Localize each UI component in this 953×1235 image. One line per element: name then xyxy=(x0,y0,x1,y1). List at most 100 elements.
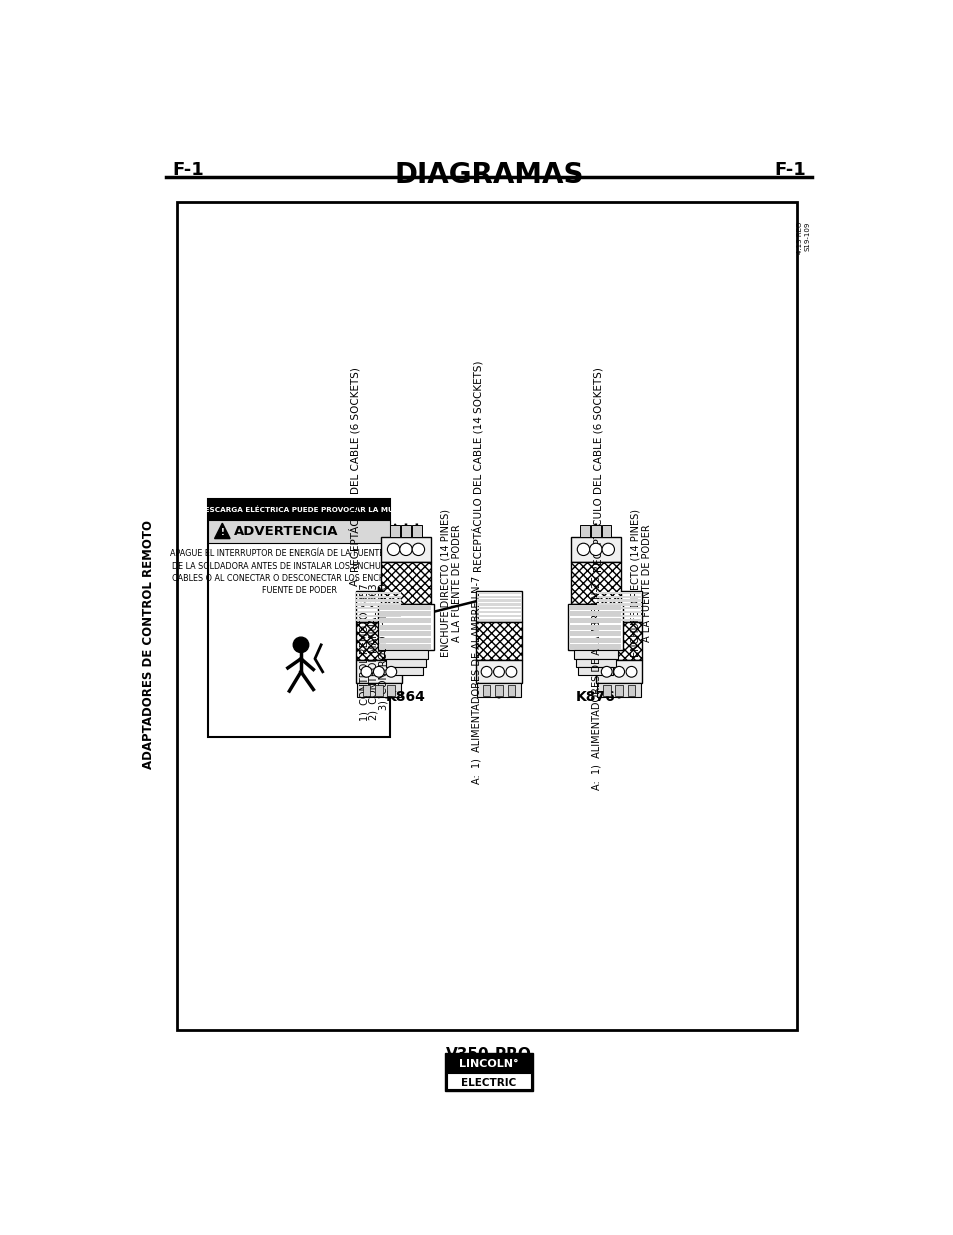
Bar xyxy=(208,520,390,543)
Circle shape xyxy=(412,543,424,556)
Bar xyxy=(379,645,431,650)
Bar xyxy=(576,659,615,667)
Bar xyxy=(208,499,390,520)
Bar xyxy=(569,625,620,630)
Bar xyxy=(476,611,521,614)
Bar xyxy=(596,599,641,601)
Circle shape xyxy=(399,543,412,556)
Bar xyxy=(390,525,399,537)
Bar xyxy=(495,685,502,695)
Bar xyxy=(379,637,431,643)
Circle shape xyxy=(387,543,399,556)
Bar xyxy=(356,608,401,609)
Bar xyxy=(596,661,641,683)
Bar xyxy=(596,592,641,594)
Bar xyxy=(596,603,641,605)
Bar xyxy=(627,685,635,695)
Bar xyxy=(476,592,521,621)
Circle shape xyxy=(293,637,309,652)
Bar xyxy=(476,615,521,618)
Bar xyxy=(362,685,370,695)
Bar xyxy=(208,499,390,737)
Bar xyxy=(596,619,641,621)
Bar xyxy=(380,537,431,562)
Bar xyxy=(401,525,410,537)
Text: RECEPTÁCULO DEL CABLE (14 SOCKETS): RECEPTÁCULO DEL CABLE (14 SOCKETS) xyxy=(472,361,483,572)
Bar xyxy=(569,611,620,616)
Bar xyxy=(596,592,641,621)
Bar xyxy=(356,611,401,614)
Bar xyxy=(356,615,401,618)
Bar xyxy=(379,611,431,616)
Bar xyxy=(476,619,521,621)
Bar xyxy=(177,203,797,1030)
Text: DE LA SOLDADORA ANTES DE INSTALAR LOS ENCHUFES EN LOS: DE LA SOLDADORA ANTES DE INSTALAR LOS EN… xyxy=(172,562,427,571)
Text: ELECTRIC: ELECTRIC xyxy=(461,1078,516,1088)
Circle shape xyxy=(360,667,372,677)
Text: ADVERTENCIA: ADVERTENCIA xyxy=(233,525,338,538)
Bar xyxy=(356,595,401,598)
Circle shape xyxy=(589,543,601,556)
Bar xyxy=(379,618,431,624)
Bar xyxy=(412,525,421,537)
Circle shape xyxy=(373,667,384,677)
Circle shape xyxy=(600,667,612,677)
Circle shape xyxy=(480,667,492,677)
Bar xyxy=(569,631,620,636)
Bar xyxy=(447,1073,530,1089)
Bar xyxy=(355,661,402,683)
Bar xyxy=(476,608,521,609)
Bar xyxy=(601,525,611,537)
Bar xyxy=(375,685,382,695)
Text: LINCOLN°: LINCOLN° xyxy=(458,1058,518,1068)
Text: ENCHUFE DIRECTO (14 PINES)
A LA FUENTE DE PODER: ENCHUFE DIRECTO (14 PINES) A LA FUENTE D… xyxy=(440,509,462,657)
Bar xyxy=(569,645,620,650)
Bar xyxy=(355,592,402,621)
Bar xyxy=(379,625,431,630)
Polygon shape xyxy=(214,524,230,538)
Circle shape xyxy=(505,667,517,677)
Text: 3)  CONTROL DE PIE K870: 3) CONTROL DE PIE K870 xyxy=(377,583,388,710)
Circle shape xyxy=(493,667,504,677)
Bar xyxy=(507,685,515,695)
Bar xyxy=(356,599,401,601)
Bar xyxy=(386,659,425,667)
Bar xyxy=(355,621,402,661)
Text: K876: K876 xyxy=(576,690,615,704)
Bar xyxy=(591,525,599,537)
Bar xyxy=(383,651,428,659)
Text: 4.13 REO: 4.13 REO xyxy=(796,221,801,253)
Text: 1)  CONTROL REMOTO K857: 1) CONTROL REMOTO K857 xyxy=(359,583,369,721)
Text: A:: A: xyxy=(349,576,359,587)
Text: FUENTE DE PODER: FUENTE DE PODER xyxy=(262,587,336,595)
Text: RECEPTÁCULO DEL CABLE (6 SOCKETS): RECEPTÁCULO DEL CABLE (6 SOCKETS) xyxy=(592,367,603,572)
Bar xyxy=(476,603,521,605)
Bar xyxy=(378,604,433,651)
Circle shape xyxy=(577,543,589,556)
Bar xyxy=(569,637,620,643)
Text: RECEPTÁCULO DEL CABLE (6 SOCKETS): RECEPTÁCULO DEL CABLE (6 SOCKETS) xyxy=(349,367,360,572)
Bar xyxy=(356,603,401,605)
Bar xyxy=(356,683,400,698)
Bar xyxy=(356,619,401,621)
Text: F-1: F-1 xyxy=(172,162,204,179)
Circle shape xyxy=(613,667,624,677)
Text: APAGUE EL INTERRUPTOR DE ENERGÍA DE LA FUENTE DE PODER: APAGUE EL INTERRUPTOR DE ENERGÍA DE LA F… xyxy=(171,550,428,558)
Bar xyxy=(380,562,431,604)
Circle shape xyxy=(601,543,614,556)
Bar xyxy=(476,621,521,661)
Bar xyxy=(570,562,620,604)
Text: A:  1)  ALIMENTADORES DE ALAMBRE LN-7: A: 1) ALIMENTADORES DE ALAMBRE LN-7 xyxy=(472,576,481,784)
Bar xyxy=(615,685,622,695)
Bar xyxy=(379,605,431,610)
Text: LA DESCARGA ELÉCTRICA PUEDE PROVOCAR LA MUERTE: LA DESCARGA ELÉCTRICA PUEDE PROVOCAR LA … xyxy=(186,506,413,513)
Bar xyxy=(602,685,610,695)
Circle shape xyxy=(625,667,637,677)
Bar xyxy=(579,525,589,537)
Bar xyxy=(476,683,520,698)
Text: F-1: F-1 xyxy=(773,162,805,179)
Text: CABLES O AL CONECTAR O DESCONECTAR LOS ENCHUFES A LA: CABLES O AL CONECTAR O DESCONECTAR LOS E… xyxy=(172,574,426,583)
Bar xyxy=(569,618,620,624)
Bar xyxy=(569,605,620,610)
Bar xyxy=(476,595,521,598)
